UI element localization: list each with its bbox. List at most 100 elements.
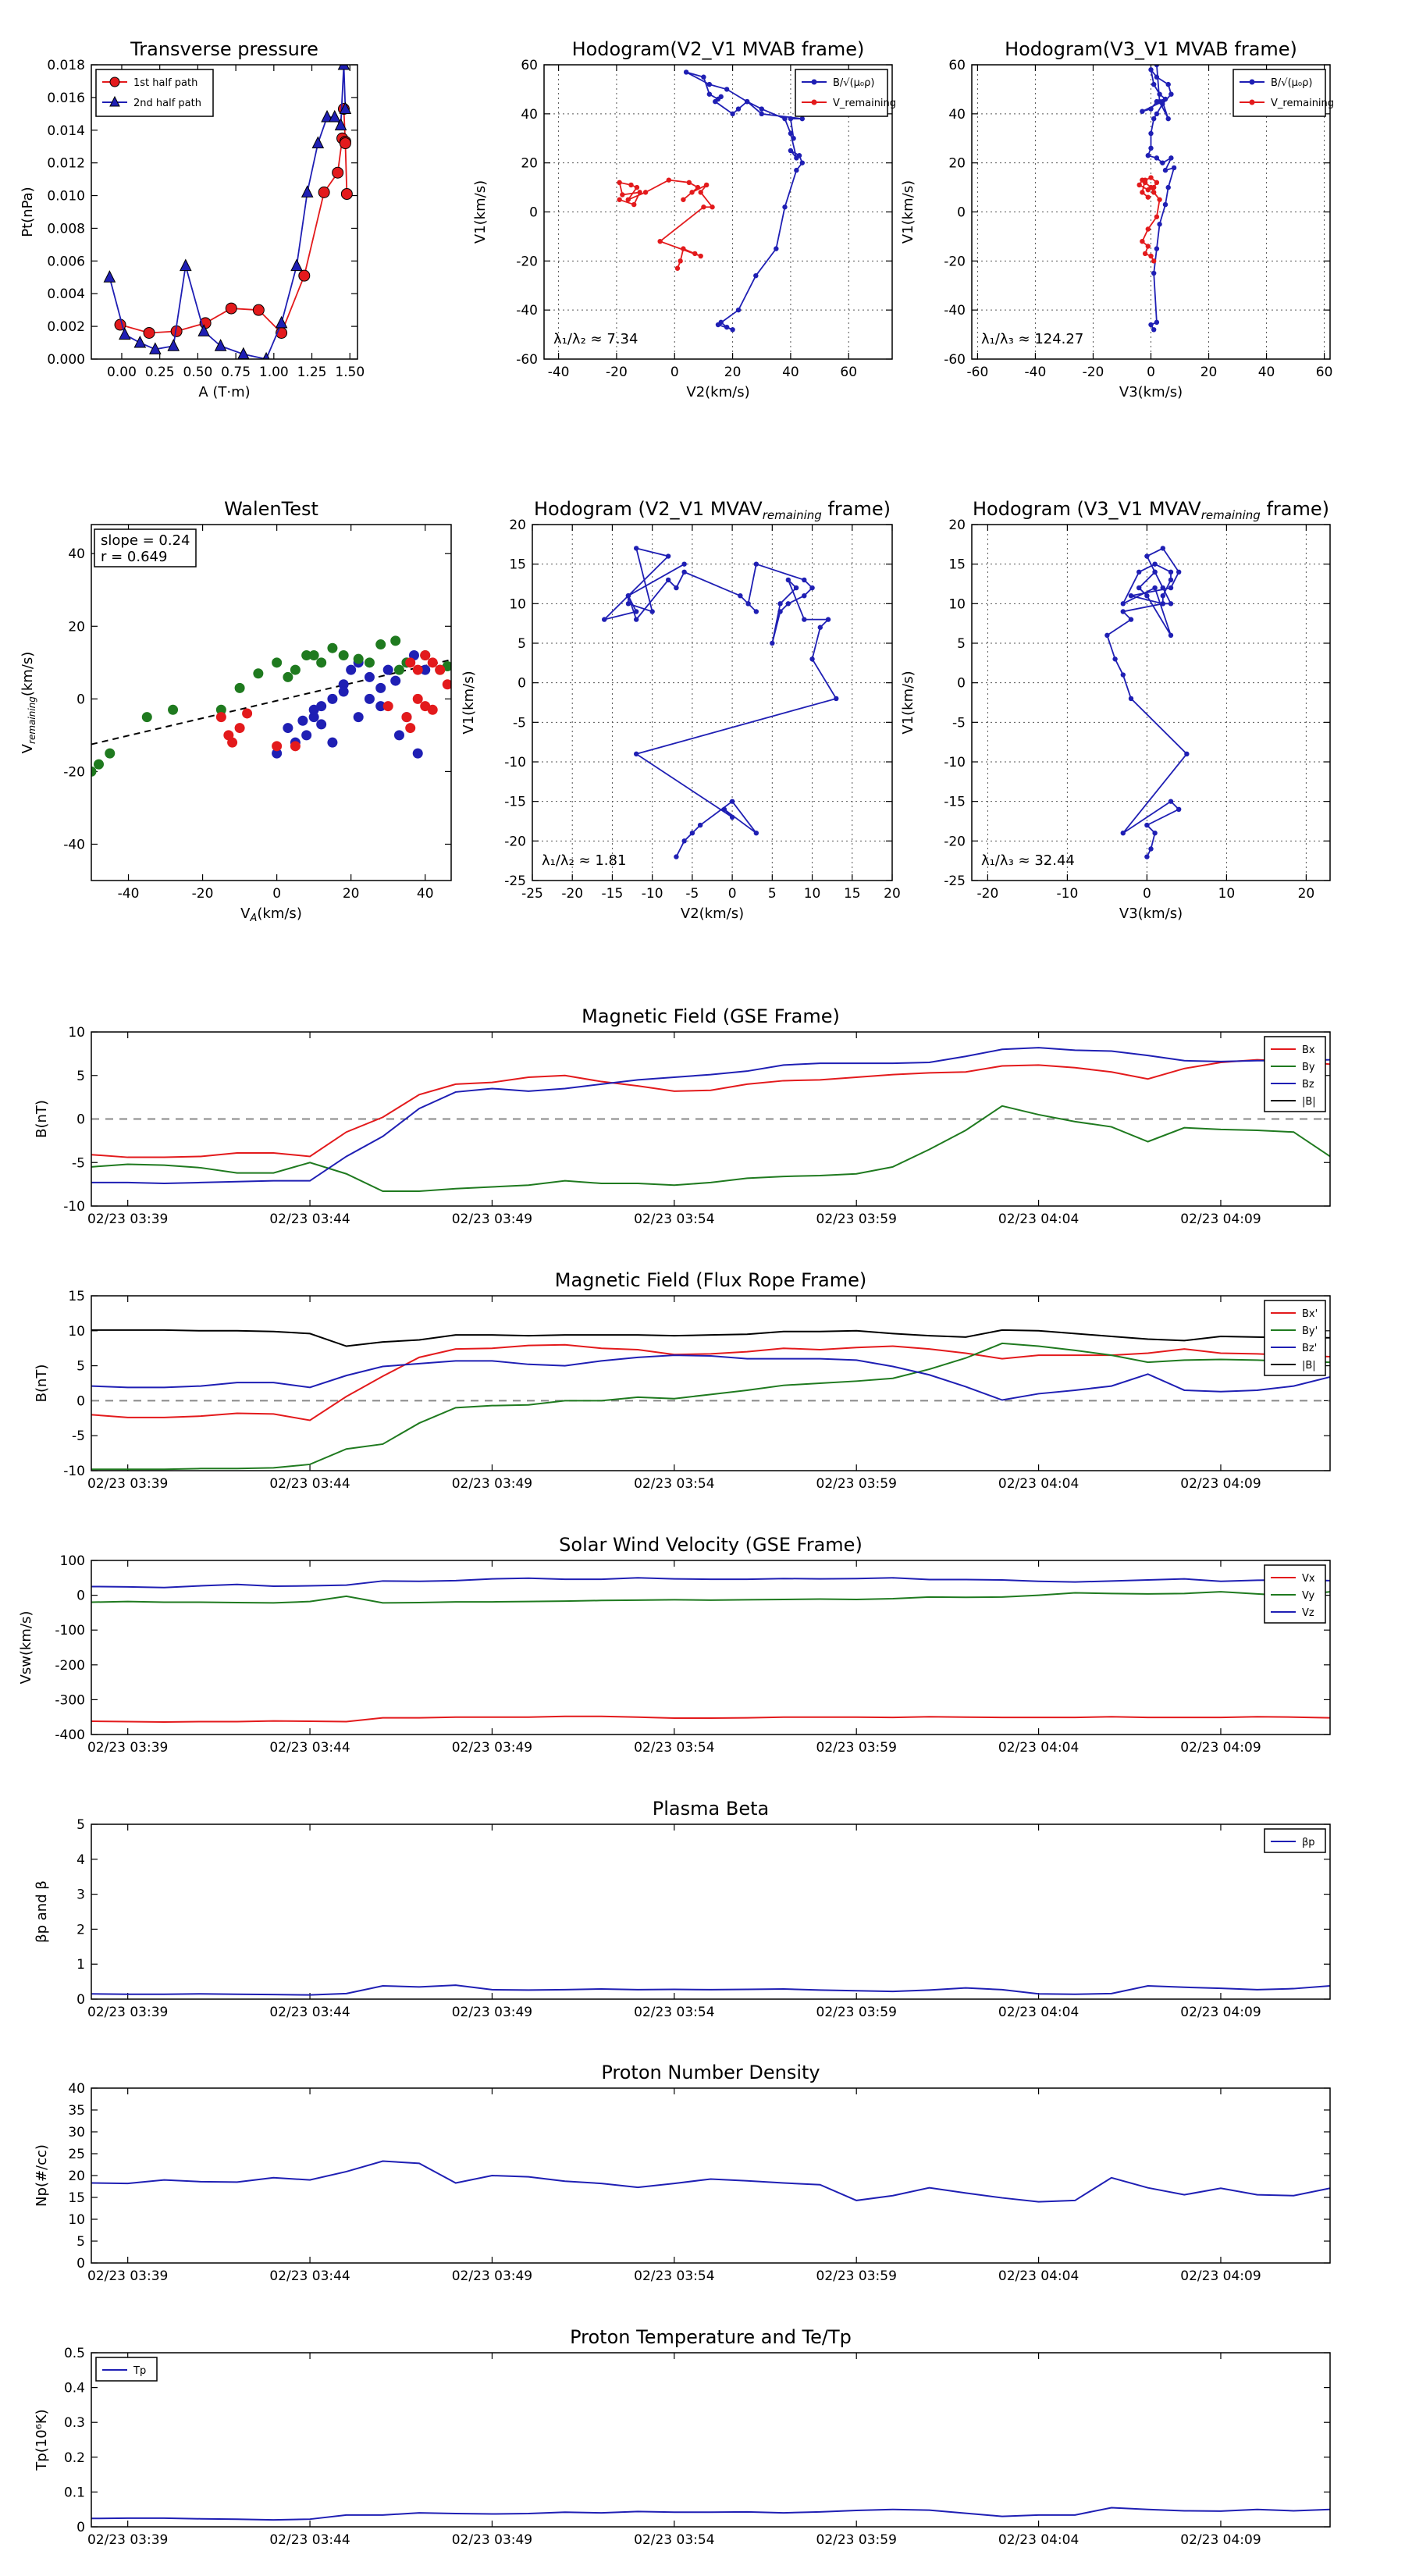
chart-title: Proton Number Density [601,2062,820,2083]
y-axis-label: B(nT) [34,1100,50,1138]
x-tick-label: 02/23 03:39 [87,1476,168,1492]
y-tick-label: -25 [944,873,966,889]
data-point [234,682,245,693]
data-point [1148,846,1154,852]
data-point [1142,251,1148,257]
data-point [1168,585,1174,591]
chart-title: Transverse pressure [130,38,318,60]
x-tick-label: 02/23 03:39 [87,1212,168,1227]
series-line [91,1577,1330,1589]
data-point [1160,160,1165,165]
y-tick-label: 35 [68,2103,85,2119]
x-tick-label: 0 [670,365,679,380]
data-point [825,617,831,622]
x-tick-label: 02/23 03:59 [816,2268,897,2284]
series-data [91,635,451,777]
data-point [701,205,706,210]
data-point [321,109,333,123]
x-tick-label: 40 [782,365,799,380]
chart-title-tail: frame) [822,498,891,520]
x-tick-label: 60 [840,365,857,380]
plot-frame [91,1295,1331,1471]
legend-label: Bx' [1302,1308,1318,1320]
y-axis-label: Np(#/cc) [34,2144,50,2207]
chart-mag-field-flux-rope: Magnetic Field (Flux Rope Frame) 02/23 03… [34,1269,1331,1492]
data-point [602,617,607,622]
y-tick-label: 0.4 [64,2381,85,2396]
data-point [1144,593,1150,599]
x-tick-label: 5 [768,886,777,902]
x-tick-label: 0.50 [183,365,212,380]
plot-frame [91,1031,1331,1207]
data-point [327,693,338,704]
data-point [782,205,788,210]
y-tick-label: -60 [944,352,966,368]
series-line [91,1059,1330,1158]
series-line [91,1342,1330,1471]
data-point [301,650,312,661]
data-point [794,167,799,173]
x-tick-label: 10 [804,886,821,902]
data-point [706,81,713,87]
x-tick-label: 0.75 [221,365,251,380]
data-point [338,686,349,697]
y-tick-label: -100 [55,1623,85,1638]
legend-marker [1249,79,1255,85]
plot-frame [532,524,893,881]
plot-frame [543,64,893,360]
data-point [1154,180,1160,185]
x-tick-label: 02/23 03:39 [87,2268,168,2284]
data-point [328,109,341,123]
data-point [375,682,386,693]
x-tick-label: 02/23 04:04 [998,2005,1079,2020]
chart-proton-density: Proton Number Density 02/23 03:39 02/23 03… [34,2062,1331,2284]
series-line [119,109,348,335]
data-point [753,609,759,614]
x-tick-label: 02/23 03:44 [269,1212,350,1227]
data-point [215,704,226,715]
series-B/√(μ₀ρ) [683,69,805,333]
data-point [1140,109,1145,114]
legend-marker [811,79,817,85]
chart-title: Hodogram(V2_V1 MVAB frame) [572,38,865,60]
data-point [1154,319,1160,326]
y-axis-label-unit: (km/s) [20,652,36,696]
y-tick-label: -10 [504,755,526,770]
data-point [697,822,703,828]
series-Bz [91,1047,1330,1185]
y-tick-label: 5 [76,1069,85,1084]
data-point [706,91,713,97]
y-tick-label: 0 [957,205,966,221]
y-tick-label: 10 [68,1324,85,1340]
y-tick-label: 0.5 [64,2346,85,2361]
legend-label: Bx [1302,1044,1315,1056]
y-tick-label: 1 [76,1957,85,1973]
y-axis-label: V1(km/s) [472,180,489,244]
y-tick-label: -25 [504,873,526,889]
x-tick-label: -20 [977,886,999,902]
data-point [1144,854,1150,859]
y-tick-label: -300 [55,1692,85,1708]
x-tick-label: 02/23 03:44 [269,1476,350,1492]
y-tick-label: 4 [76,1852,85,1868]
data-point [686,180,692,185]
data-point [141,712,152,723]
data-point [681,246,686,251]
chart-hodogram-v2-v1-mvav: Hodogram (V2_V1 MVAVremaining frame)-25-… [461,498,901,922]
chart-title: Solar Wind Velocity (GSE Frame) [559,1534,863,1556]
series-Bx [91,1059,1330,1158]
data-point [657,239,663,244]
x-tick-label: 02/23 03:59 [816,1740,897,1756]
y-tick-label: 30 [68,2125,85,2140]
data-point [1148,175,1154,180]
y-tick-label: -400 [55,1727,85,1743]
y-tick-label: 20 [948,518,966,533]
data-point [628,182,634,188]
data-point [149,342,162,354]
data-point [724,324,730,330]
data-point [339,101,352,115]
data-point [91,766,97,777]
y-tick-label: 5 [76,1359,85,1375]
x-tick-label: 02/23 03:54 [634,2532,714,2548]
